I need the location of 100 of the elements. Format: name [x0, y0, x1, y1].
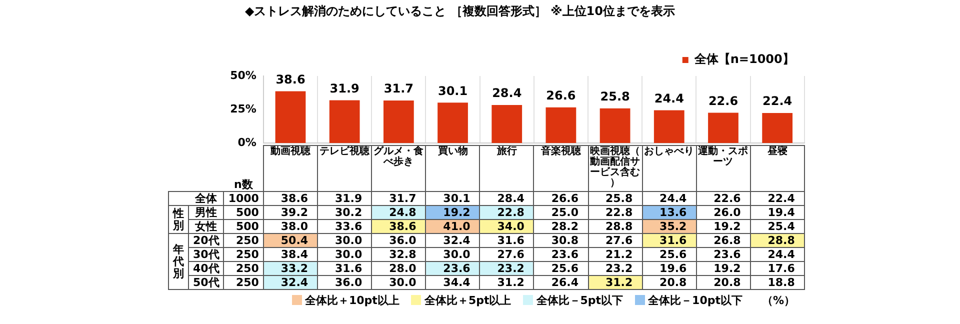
- data-label: 39.2: [263, 206, 318, 220]
- data-label: 33.2: [263, 262, 318, 276]
- y-tick-label: 50代: [188, 276, 224, 290]
- data-label: 38.6: [372, 220, 426, 234]
- data-label: 19.6: [642, 262, 696, 276]
- y-tick-label: 40代: [188, 262, 224, 276]
- data-label: 31.2: [480, 276, 534, 290]
- text: 年代別: [172, 242, 184, 280]
- data-label: 26.6: [546, 88, 576, 102]
- x-tick-label: 昼寝: [766, 144, 788, 157]
- data-label: 31.6: [318, 262, 372, 276]
- data-label: 35.2: [642, 220, 696, 234]
- data-label: 26.0: [696, 206, 750, 220]
- data-label: 30.8: [534, 234, 588, 248]
- bar: [492, 104, 522, 143]
- x-tick-label: テレビ視聴: [320, 144, 371, 157]
- bar: [383, 100, 414, 143]
- x-tick-label: 映画視聴（動画配信サービス含む）: [589, 144, 640, 188]
- data-label: 17.6: [750, 262, 804, 276]
- bar: [762, 112, 793, 143]
- data-label: 32.4: [263, 276, 318, 290]
- y2-tick-label: 250: [224, 262, 264, 276]
- data-label: 38.6: [276, 72, 306, 86]
- chart-title: ◆ストレス解消のためにしていること ［複数回答形式］ ※上位10位までを表示: [245, 3, 675, 20]
- data-label: 31.7: [384, 82, 414, 96]
- data-label: 26.4: [534, 276, 588, 290]
- y2-tick-label: 500: [224, 206, 264, 220]
- data-label: 26.8: [696, 234, 750, 248]
- bar: [708, 112, 738, 143]
- bar: [546, 107, 576, 143]
- data-label: 27.6: [480, 248, 534, 262]
- data-label: 36.0: [372, 234, 426, 248]
- data-label: 38.4: [263, 248, 318, 262]
- data-label: 32.8: [372, 248, 426, 262]
- y-tick-label: 25%: [230, 102, 256, 116]
- data-label: 31.9: [330, 81, 360, 96]
- text: （%）: [762, 293, 795, 308]
- data-label: 27.6: [588, 234, 642, 248]
- y2-tick-label: 250: [224, 276, 264, 290]
- data-label: 32.4: [426, 234, 480, 248]
- data-label: 28.0: [372, 262, 426, 276]
- bar: [438, 102, 468, 143]
- data-label: 25.0: [534, 206, 588, 220]
- data-label: 22.6: [708, 94, 738, 108]
- data-label: 18.8: [750, 276, 804, 290]
- y-tick-label: 全体: [188, 192, 224, 206]
- legend-label: 全体比＋5pt以上: [423, 293, 512, 308]
- x-tick-label: 買い物: [436, 144, 468, 157]
- y-tick-label: 男性: [188, 206, 224, 220]
- data-label: 13.6: [642, 206, 696, 220]
- data-label: 31.9: [318, 192, 372, 206]
- bar: [654, 110, 684, 143]
- data-label: 31.2: [588, 276, 642, 290]
- data-label: 31.6: [480, 234, 534, 248]
- data-label: 25.6: [534, 262, 588, 276]
- y-tick-label: 50%: [230, 68, 256, 82]
- data-label: 28.2: [534, 220, 588, 234]
- data-label: 30.0: [318, 248, 372, 262]
- x-tick-label: 旅行: [496, 144, 517, 157]
- bar: [329, 100, 360, 143]
- data-label: 34.4: [426, 276, 480, 290]
- data-label: 36.0: [318, 276, 372, 290]
- x-tick-label: おしゃべり: [644, 146, 694, 157]
- data-label: 38.6: [263, 192, 318, 206]
- x-tick-label: 動画視聴: [269, 144, 312, 157]
- data-label: 33.6: [318, 220, 372, 234]
- data-label: 30.0: [426, 248, 480, 262]
- data-label: 34.0: [480, 220, 534, 234]
- data-label: 23.6: [426, 262, 480, 276]
- data-label: 28.8: [588, 220, 642, 234]
- data-label: 21.2: [588, 248, 642, 262]
- data-label: 24.4: [642, 192, 696, 206]
- data-label: 28.4: [480, 192, 534, 206]
- data-label: 24.4: [750, 248, 804, 262]
- data-label: 30.1: [438, 84, 468, 98]
- text: n数: [234, 178, 253, 191]
- bar: [600, 108, 630, 143]
- legend-label: 全体【n=1000】: [693, 52, 794, 66]
- data-label: 26.6: [534, 192, 588, 206]
- data-label: 19.2: [696, 220, 750, 234]
- x-tick-label: グルメ・食べ歩き: [374, 144, 424, 168]
- y-tick-label: 女性: [188, 220, 224, 234]
- data-label: 31.6: [642, 234, 696, 248]
- data-label: 24.4: [654, 91, 684, 106]
- y-tick-label: 20代: [188, 234, 224, 248]
- data-label: 38.0: [263, 220, 318, 234]
- data-label: 23.6: [534, 248, 588, 262]
- data-label: 23.2: [480, 262, 534, 276]
- data-label: 25.4: [750, 220, 804, 234]
- data-label: 25.8: [588, 192, 642, 206]
- data-label: 30.2: [318, 206, 372, 220]
- data-label: 22.6: [696, 192, 750, 206]
- text: 性別: [172, 206, 184, 232]
- data-label: 22.4: [750, 192, 804, 206]
- data-label: 23.2: [588, 262, 642, 276]
- data-label: 22.8: [480, 206, 534, 220]
- y2-tick-label: 250: [224, 248, 264, 262]
- data-label: 24.8: [372, 206, 426, 220]
- y2-tick-label: 1000: [224, 192, 264, 206]
- data-label: 30.0: [318, 234, 372, 248]
